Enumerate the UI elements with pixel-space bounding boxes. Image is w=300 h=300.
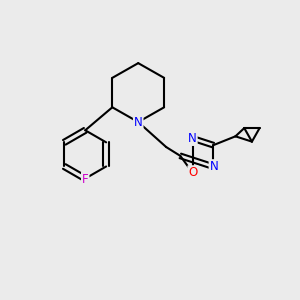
Text: N: N [188,132,197,145]
Text: N: N [210,160,218,173]
Text: O: O [188,166,198,179]
Text: N: N [134,116,142,128]
Text: F: F [82,172,88,186]
